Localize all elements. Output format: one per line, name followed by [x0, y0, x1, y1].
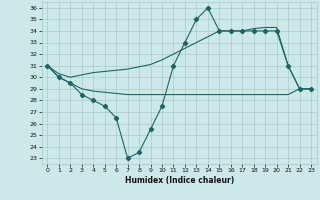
X-axis label: Humidex (Indice chaleur): Humidex (Indice chaleur)	[124, 176, 234, 185]
